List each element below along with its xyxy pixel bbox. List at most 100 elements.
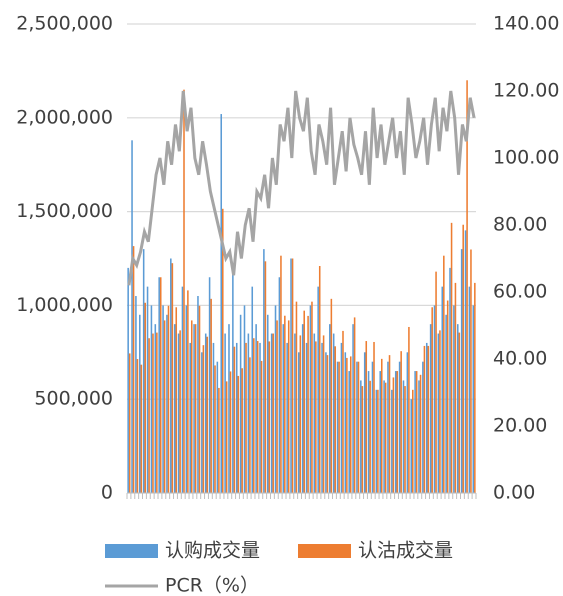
bar bbox=[204, 333, 207, 493]
bar bbox=[325, 352, 327, 493]
bar bbox=[251, 286, 254, 493]
bar bbox=[232, 267, 234, 493]
bar bbox=[247, 333, 250, 493]
bar bbox=[214, 365, 216, 493]
bar bbox=[450, 222, 453, 493]
bar bbox=[383, 380, 385, 493]
bar bbox=[212, 342, 215, 493]
bar bbox=[435, 271, 437, 493]
y2-tick-label: 40.00 bbox=[493, 348, 547, 370]
bar bbox=[190, 320, 193, 493]
bar bbox=[268, 341, 271, 493]
bar bbox=[437, 333, 440, 493]
bar bbox=[454, 282, 457, 493]
bar bbox=[249, 357, 251, 493]
bar bbox=[443, 255, 445, 493]
bar bbox=[425, 342, 428, 493]
bar bbox=[235, 342, 238, 493]
bar bbox=[128, 353, 131, 493]
bar bbox=[468, 286, 471, 493]
y2-tick-label: 20.00 bbox=[493, 415, 547, 437]
bar bbox=[194, 324, 197, 493]
y2-tick-label: 0.00 bbox=[493, 482, 535, 504]
bar bbox=[272, 333, 274, 493]
bar bbox=[391, 389, 393, 493]
y-tick-label: 1,000,000 bbox=[16, 294, 113, 316]
bar bbox=[334, 346, 337, 493]
bar bbox=[218, 387, 220, 493]
bar bbox=[225, 381, 228, 493]
bar bbox=[415, 371, 418, 493]
bar bbox=[266, 314, 269, 493]
bar bbox=[348, 371, 350, 493]
bar bbox=[431, 307, 433, 493]
bar bbox=[181, 286, 184, 493]
bar bbox=[287, 320, 290, 493]
bar bbox=[139, 314, 141, 493]
bar bbox=[171, 263, 174, 493]
bar bbox=[220, 114, 223, 493]
bar bbox=[418, 380, 420, 493]
bar bbox=[352, 324, 354, 493]
bar bbox=[353, 317, 356, 493]
bar bbox=[295, 301, 298, 493]
bar bbox=[369, 380, 371, 493]
y2-tick-label: 60.00 bbox=[493, 281, 547, 303]
bar bbox=[344, 352, 347, 493]
bar bbox=[329, 324, 331, 493]
bar bbox=[183, 89, 185, 493]
bar bbox=[148, 338, 150, 493]
bar bbox=[222, 208, 224, 493]
bar bbox=[361, 386, 364, 493]
bar bbox=[414, 371, 416, 493]
bar bbox=[313, 333, 316, 493]
bar bbox=[360, 380, 362, 493]
bar bbox=[470, 249, 472, 493]
bar bbox=[309, 305, 312, 493]
bar bbox=[282, 324, 285, 493]
bar bbox=[356, 361, 358, 493]
bar bbox=[305, 342, 308, 493]
bar bbox=[342, 330, 344, 493]
y-tick-label: 1,500,000 bbox=[16, 200, 113, 222]
bar bbox=[340, 342, 343, 493]
bar bbox=[398, 361, 401, 493]
bar bbox=[388, 355, 391, 493]
bar bbox=[384, 382, 387, 493]
bar bbox=[349, 356, 352, 493]
bar bbox=[127, 267, 129, 493]
bar bbox=[154, 324, 157, 493]
bar bbox=[377, 389, 379, 493]
legend-swatch bbox=[105, 544, 158, 558]
bar bbox=[445, 314, 447, 493]
bar bbox=[255, 324, 257, 493]
bar bbox=[256, 341, 259, 493]
bar bbox=[346, 357, 348, 493]
bar bbox=[274, 305, 277, 493]
bar bbox=[245, 342, 247, 493]
bar bbox=[311, 301, 313, 493]
bar bbox=[162, 305, 164, 493]
bar bbox=[472, 305, 475, 493]
bar bbox=[307, 315, 309, 493]
y-tick-label: 2,000,000 bbox=[16, 106, 113, 128]
bar bbox=[270, 333, 273, 493]
bar bbox=[422, 361, 424, 493]
bar bbox=[284, 315, 286, 493]
bar bbox=[321, 342, 323, 493]
bar bbox=[177, 333, 180, 493]
bar bbox=[264, 261, 267, 493]
bar bbox=[453, 305, 455, 493]
bar bbox=[392, 377, 395, 493]
bar bbox=[185, 305, 188, 493]
bar bbox=[241, 368, 243, 493]
bar bbox=[402, 380, 405, 493]
bar bbox=[441, 286, 444, 493]
bar bbox=[301, 324, 304, 493]
bar bbox=[224, 333, 226, 493]
bar bbox=[140, 364, 143, 493]
bar bbox=[290, 258, 292, 493]
y-tick-label: 2,500,000 bbox=[16, 13, 113, 35]
bar bbox=[170, 258, 172, 493]
bar bbox=[439, 330, 441, 493]
